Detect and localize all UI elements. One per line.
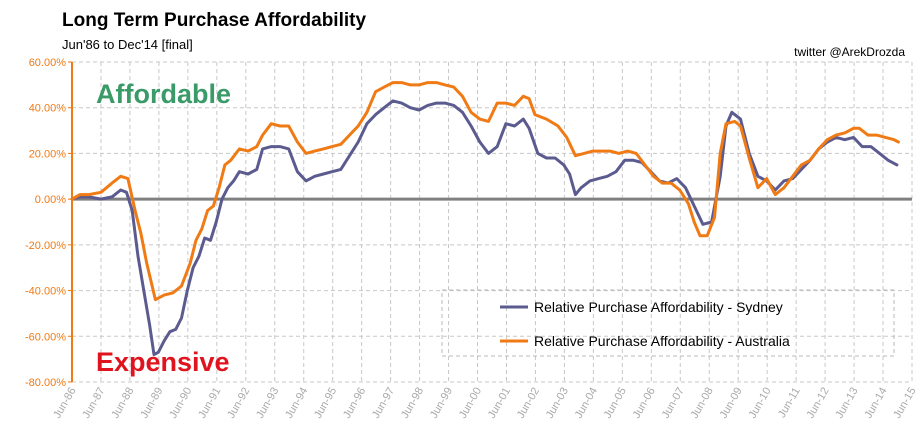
x-tick-label: Jun-03	[544, 386, 571, 421]
series-line-australia	[70, 81, 900, 302]
x-tick-label: Jun-92	[225, 386, 252, 421]
y-tick-label: 0.00%	[35, 194, 66, 206]
legend-box	[441, 289, 895, 357]
series-lines	[70, 81, 900, 357]
grid-lines	[71, 61, 913, 383]
x-tick-label: Jun-05	[602, 386, 629, 421]
x-tick-label: Jun-01	[486, 386, 513, 421]
x-tick-label: Jun-08	[689, 386, 716, 421]
legend-label-sydney: Relative Purchase Affordability - Sydney	[534, 299, 783, 315]
x-tick-label: Jun-06	[631, 386, 658, 421]
x-tick-label: Jun-14	[862, 386, 889, 421]
x-tick-label: Jun-13	[833, 386, 860, 421]
x-tick-label: Jun-91	[196, 386, 223, 421]
x-tick-label: Jun-02	[515, 386, 542, 421]
x-tick-label: Jun-90	[167, 386, 194, 421]
x-tick-label: Jun-00	[457, 385, 484, 420]
y-tick-label: -80.00%	[25, 377, 66, 389]
x-tick-label: Jun-87	[80, 386, 107, 421]
affordable-annotation: Affordable	[96, 79, 231, 109]
x-tick-label: Jun-98	[399, 386, 426, 421]
series-line-sydney	[70, 99, 899, 357]
axes	[68, 61, 73, 383]
x-tick-label: Jun-89	[138, 386, 165, 421]
x-tick-label: Jun-10	[747, 386, 774, 421]
x-tick-label: Jun-93	[254, 386, 281, 421]
x-tick-label: Jun-04	[573, 386, 600, 421]
x-tick-label: Jun-86	[51, 386, 78, 421]
y-tick-label: -20.00%	[25, 240, 66, 252]
y-tick-label: -40.00%	[25, 286, 66, 298]
expensive-annotation: Expensive	[96, 347, 230, 377]
x-tick-label: Jun-12	[804, 386, 831, 421]
x-tick-label: Jun-15	[891, 386, 918, 421]
y-tick-label: -60.00%	[25, 331, 66, 343]
x-tick-label: Jun-99	[428, 386, 455, 421]
y-tick-label: 60.00%	[29, 57, 67, 69]
x-tick-label: Jun-07	[660, 386, 687, 421]
chart-title: Long Term Purchase Affordability	[62, 10, 367, 31]
x-tick-labels: Jun-86 Jun-87 Jun-88 Jun-89 Jun-90 Jun-91 Jun-…	[51, 385, 918, 420]
chart-subtitle: Jun'86 to Dec'14 [final]	[62, 37, 193, 52]
x-tick-label: Jun-09	[718, 386, 745, 421]
y-tick-label: 40.00%	[29, 103, 67, 115]
x-tick-label: Jun-94	[283, 386, 310, 421]
twitter-credit: twitter @ArekDrozda	[794, 45, 905, 59]
x-tick-label: Jun-97	[370, 386, 397, 421]
x-tick-label: Jun-95	[312, 386, 339, 421]
x-tick-label: Jun-88	[109, 386, 136, 421]
x-tick-label: Jun-11	[776, 386, 803, 420]
y-tick-labels: 60.00% 40.00% 20.00% 0.00% -20.00% -40.00% -60…	[25, 57, 66, 389]
legend-label-australia: Relative Purchase Affordability - Austra…	[534, 333, 790, 349]
x-tick-label: Jun-96	[341, 386, 368, 421]
legend: Relative Purchase Affordability - Sydney…	[441, 289, 895, 357]
y-tick-label: 20.00%	[29, 148, 67, 160]
